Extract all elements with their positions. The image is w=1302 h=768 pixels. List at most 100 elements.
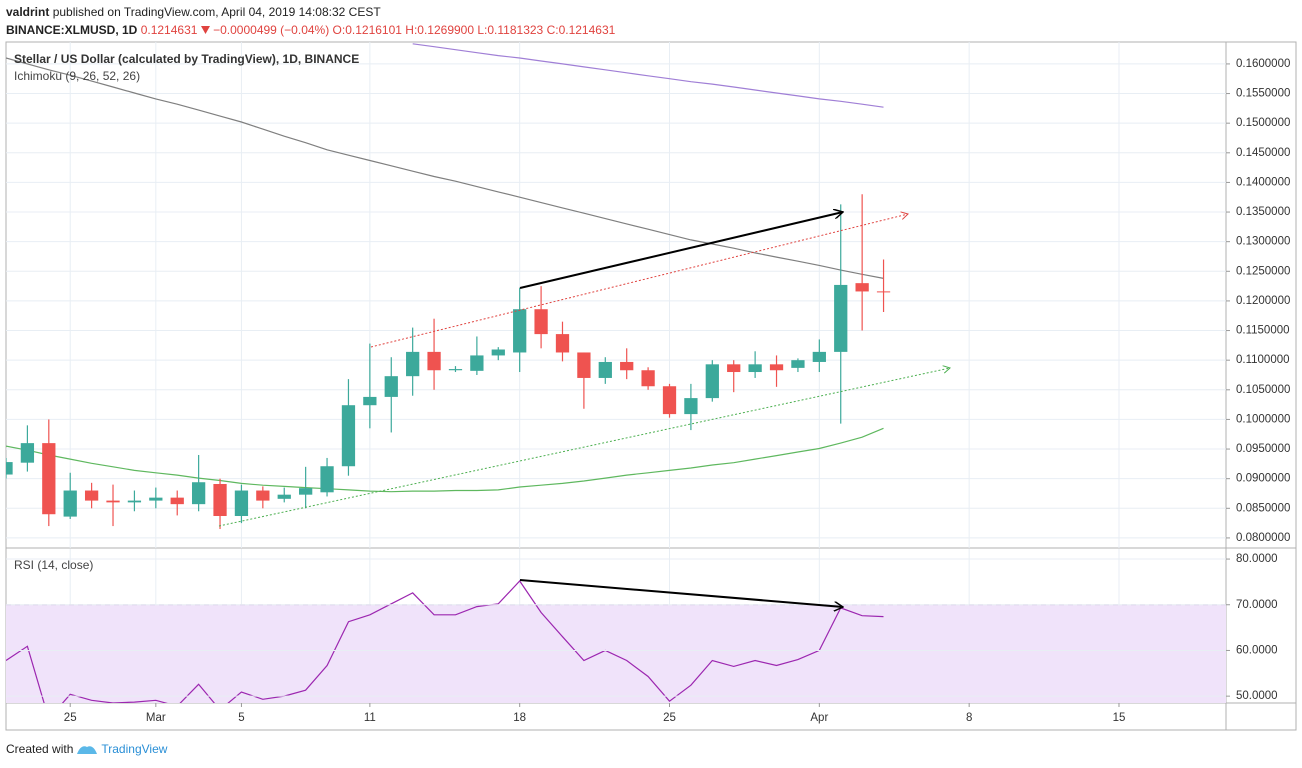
x-tick-label: 25 bbox=[663, 712, 676, 724]
candle-body bbox=[748, 364, 762, 373]
close: C:0.1214631 bbox=[546, 23, 616, 37]
y-tick-label: 0.1200000 bbox=[1236, 295, 1290, 307]
candle-body bbox=[876, 291, 891, 293]
y-tick-label: 0.1100000 bbox=[1236, 354, 1290, 366]
candle-body bbox=[705, 364, 719, 399]
candle-body bbox=[491, 349, 505, 356]
series-legend: Stellar / US Dollar (calculated by Tradi… bbox=[14, 52, 359, 66]
low: L:0.1181323 bbox=[477, 23, 544, 37]
candle-body bbox=[769, 364, 784, 371]
y-tick-label: 0.1550000 bbox=[1236, 88, 1290, 100]
x-tick-label: 5 bbox=[238, 712, 244, 724]
y-tick-label: 0.1600000 bbox=[1236, 58, 1290, 70]
author: valdrint bbox=[6, 5, 50, 19]
candle-body bbox=[598, 361, 612, 378]
candle-body bbox=[341, 405, 356, 467]
candle-body bbox=[320, 466, 334, 493]
y-tick-label: 0.0950000 bbox=[1236, 443, 1290, 455]
candle-body bbox=[256, 490, 270, 501]
x-tick-label: 15 bbox=[1113, 712, 1126, 724]
price-trend-arrow bbox=[519, 212, 843, 289]
candle-body bbox=[662, 386, 677, 415]
candle-body bbox=[127, 500, 142, 503]
ichimoku-line bbox=[6, 427, 884, 493]
candle-body bbox=[406, 351, 420, 377]
change: −0.0000499 (−0.04%) bbox=[213, 23, 330, 37]
y-tick-label: 0.0900000 bbox=[1236, 473, 1290, 485]
brand-logo bbox=[77, 746, 98, 754]
candle-body bbox=[470, 355, 484, 371]
candle-body bbox=[727, 364, 741, 373]
chart: 25 Mar 5 11 18 25 Apr 8 15 0.0800000 0.0850000 0.09… bbox=[5, 41, 1297, 731]
y-tick-label: 70.0000 bbox=[1236, 599, 1278, 611]
candle-body bbox=[427, 351, 441, 371]
candle-body bbox=[191, 482, 206, 505]
candle-body bbox=[534, 309, 548, 335]
candle-body bbox=[149, 497, 163, 501]
rsi-plot bbox=[6, 580, 1226, 703]
candle-body bbox=[555, 334, 570, 353]
candle-body bbox=[577, 352, 591, 378]
rsi-trend-arrow bbox=[519, 579, 843, 607]
y-tick-label: 0.0850000 bbox=[1236, 502, 1290, 514]
brand[interactable]: TradingView bbox=[101, 742, 168, 756]
created-with: Created with bbox=[6, 742, 74, 756]
y-tick-label: 0.1150000 bbox=[1236, 325, 1290, 337]
y-tick-label: 50.0000 bbox=[1236, 690, 1278, 702]
y-tick-label: 0.1000000 bbox=[1236, 413, 1290, 425]
y-tick-label: 0.1300000 bbox=[1236, 236, 1290, 248]
y-tick-label: 0.1250000 bbox=[1236, 265, 1290, 277]
candle-body bbox=[791, 360, 805, 368]
price-plot bbox=[6, 43, 891, 530]
candle-body bbox=[6, 462, 13, 475]
ichimoku-line bbox=[6, 57, 884, 279]
y-tick-label: 0.1500000 bbox=[1236, 117, 1290, 129]
candle-body bbox=[384, 376, 398, 397]
x-tick-label: 11 bbox=[364, 712, 376, 724]
candle-body bbox=[234, 490, 249, 517]
support-line bbox=[218, 368, 950, 527]
candle-body bbox=[363, 396, 377, 406]
y-tick-label: 0.1350000 bbox=[1236, 206, 1290, 218]
footer: Created with TradingView bbox=[6, 742, 167, 756]
resistance-line bbox=[370, 214, 908, 348]
candle-body bbox=[42, 443, 56, 515]
rsi-legend: RSI (14, close) bbox=[14, 558, 93, 572]
candle-body bbox=[106, 500, 120, 503]
ichimoku-line bbox=[412, 43, 884, 108]
candle-body bbox=[63, 490, 77, 517]
candle-body bbox=[213, 484, 227, 517]
header-line-2: BINANCE:XLMUSD, 1D 0.1214631 −0.0000499 … bbox=[6, 23, 615, 37]
x-tick-label: Apr bbox=[810, 712, 828, 724]
y-tick-label: 0.0800000 bbox=[1236, 532, 1290, 544]
indicator-legend: Ichimoku (9, 26, 52, 26) bbox=[14, 69, 140, 83]
x-tick-label: 18 bbox=[513, 712, 526, 724]
candle-body bbox=[448, 369, 463, 371]
x-tick-label: Mar bbox=[146, 712, 166, 724]
drawings bbox=[218, 212, 950, 607]
open: O:0.1216101 bbox=[332, 23, 402, 37]
published: published on TradingView.com, April 04, … bbox=[52, 5, 381, 19]
y-tick-label: 80.0000 bbox=[1236, 553, 1278, 565]
rsi-line bbox=[6, 580, 884, 703]
candle-body bbox=[84, 490, 99, 501]
candle-body bbox=[299, 488, 313, 495]
candle-body bbox=[20, 443, 35, 463]
y-tick-label: 0.1400000 bbox=[1236, 176, 1290, 188]
y-tick-label: 0.1450000 bbox=[1236, 147, 1290, 159]
high: H:0.1269900 bbox=[405, 23, 475, 37]
down-icon bbox=[200, 26, 210, 34]
y-tick-label: 0.1050000 bbox=[1236, 384, 1290, 396]
candle-body bbox=[834, 284, 848, 352]
x-tick-label: 25 bbox=[64, 712, 77, 724]
candle-body bbox=[513, 309, 527, 353]
symbol: BINANCE:XLMUSD, 1D bbox=[6, 23, 138, 37]
rsi-band bbox=[6, 604, 1226, 703]
candle-body bbox=[684, 398, 698, 415]
candle-body bbox=[855, 283, 869, 292]
candle-body bbox=[277, 494, 291, 499]
candle-body bbox=[170, 497, 184, 505]
candle-body bbox=[620, 361, 634, 371]
candle-body bbox=[812, 351, 826, 362]
header-line-1: valdrint published on TradingView.com, A… bbox=[6, 5, 381, 19]
